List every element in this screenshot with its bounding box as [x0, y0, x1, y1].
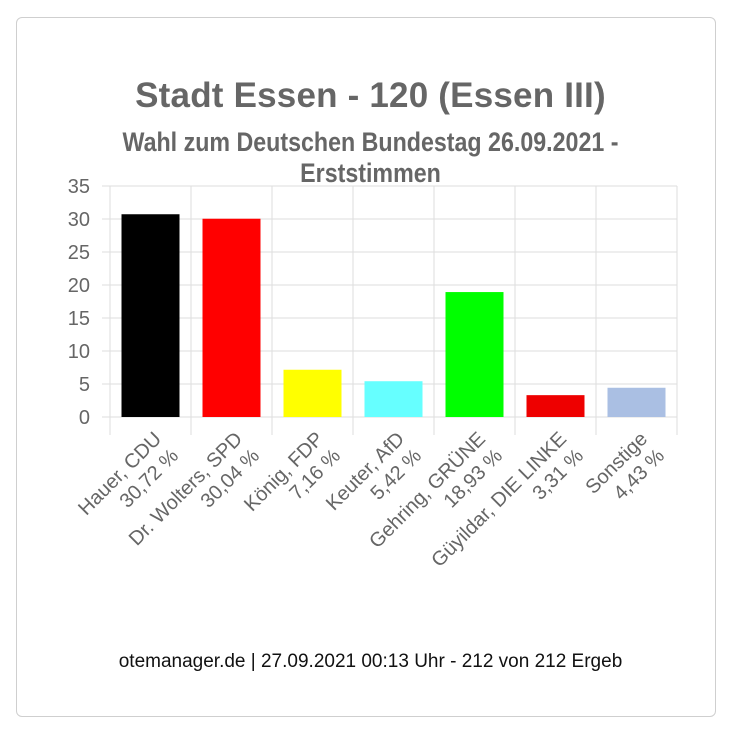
bar	[364, 381, 423, 417]
y-tick-label: 30	[68, 209, 90, 231]
bar	[445, 292, 504, 417]
y-tick-label: 10	[68, 341, 90, 363]
chart-title: Stadt Essen - 120 (Essen III)	[135, 76, 606, 115]
y-tick-label: 5	[79, 374, 90, 396]
bar	[283, 369, 342, 417]
y-tick-label: 15	[68, 308, 90, 330]
bar	[202, 218, 261, 417]
bars	[121, 214, 666, 417]
bar	[121, 214, 180, 417]
y-tick-label: 35	[68, 176, 90, 198]
bar	[607, 387, 666, 417]
bar	[526, 395, 585, 417]
y-tick-label: 0	[79, 407, 90, 429]
footer-source: otemanager.de | 27.09.2021 00:13 Uhr - 2…	[118, 651, 623, 672]
chart-subtitle: Wahl zum Deutschen Bundestag 26.09.2021 …	[122, 127, 619, 188]
y-axis: 0 5 10 15 20 25 30 35	[68, 176, 90, 429]
y-tick-label: 20	[68, 275, 90, 297]
y-tick-label: 25	[68, 242, 90, 264]
